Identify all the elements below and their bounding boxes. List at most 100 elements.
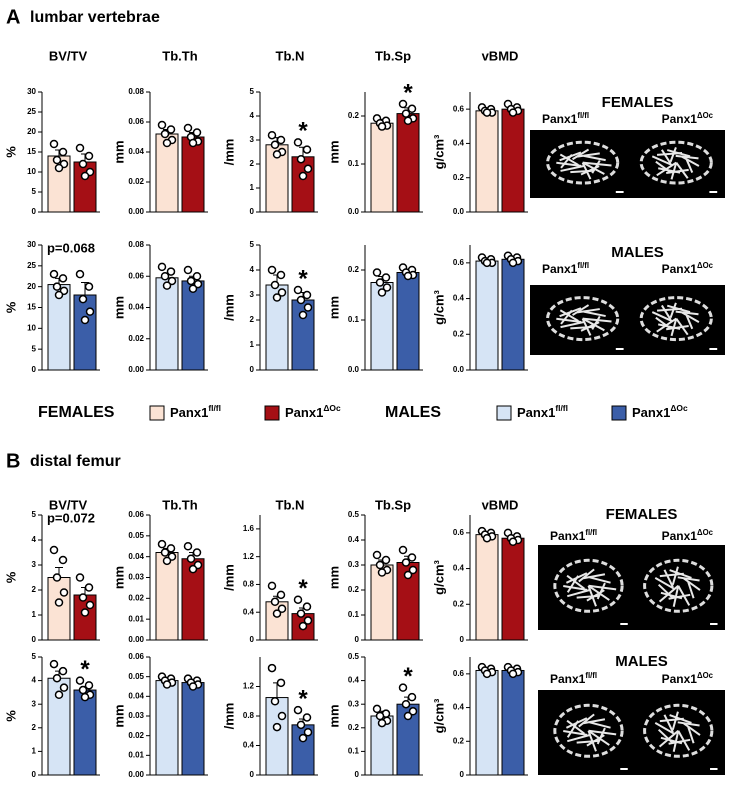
column-title: Tb.Sp xyxy=(375,48,411,63)
image-title: FEMALES xyxy=(602,94,674,111)
y-tick-label: 0.4 xyxy=(453,139,465,148)
y-tick-label: 5 xyxy=(32,187,37,196)
y-tick-label: 3 xyxy=(250,290,255,299)
y-tick-label: 10 xyxy=(27,323,36,332)
y-tick-label: 0.03 xyxy=(128,573,144,582)
label-base: Panx1 xyxy=(662,529,698,543)
data-point xyxy=(401,109,411,118)
data-point xyxy=(272,609,282,618)
y-axis-label: g/cm³ xyxy=(431,134,446,169)
data-point xyxy=(166,267,176,276)
y-tick-label: 0.2 xyxy=(348,585,360,594)
trabecula xyxy=(589,721,611,729)
bone-outline xyxy=(546,140,620,185)
y-tick-label: 0.4 xyxy=(243,741,255,750)
data-point xyxy=(277,604,287,613)
y-tick-label: 0.6 xyxy=(453,669,465,678)
bone-outline xyxy=(643,558,714,613)
data-point xyxy=(183,265,193,275)
bone-outline xyxy=(639,140,713,185)
trabecula xyxy=(654,577,676,590)
data-point xyxy=(84,583,94,592)
bar xyxy=(501,258,525,371)
y-tick-label: 0.01 xyxy=(128,750,144,759)
data-point xyxy=(407,553,417,562)
bar xyxy=(501,537,525,641)
y-tick-label: 0.02 xyxy=(128,731,144,740)
data-point xyxy=(157,120,167,130)
data-point xyxy=(398,99,408,109)
bar xyxy=(155,680,179,776)
trabecula xyxy=(666,168,689,174)
y-tick-label: 0.00 xyxy=(128,635,144,644)
trabecula xyxy=(596,727,606,745)
y-tick-label: 1.6 xyxy=(243,524,255,533)
trabecula xyxy=(596,582,606,600)
bar xyxy=(265,697,289,776)
bar xyxy=(73,689,97,776)
data-point xyxy=(381,555,391,565)
label-sup: ΔOc xyxy=(697,111,714,120)
y-tick-label: 4 xyxy=(32,676,37,685)
y-tick-label: 0.5 xyxy=(348,652,360,661)
y-tick-label: 0.4 xyxy=(243,607,255,616)
data-point xyxy=(303,303,313,312)
y-axis-label: mm xyxy=(111,140,126,163)
data-point xyxy=(80,608,90,617)
data-point xyxy=(267,663,277,673)
y-tick-label: 30 xyxy=(27,87,36,96)
y-tick-label: 1.2 xyxy=(243,682,255,691)
bar xyxy=(475,534,499,641)
legend-group: FEMALES xyxy=(38,404,115,421)
data-point xyxy=(78,294,88,304)
column-title: Tb.Sp xyxy=(375,497,411,512)
image-label: Panx1ΔOc xyxy=(662,671,714,687)
y-tick-label: 1 xyxy=(250,340,255,349)
y-tick-label: 0 xyxy=(355,635,360,644)
data-point xyxy=(49,659,59,669)
trabecula xyxy=(677,576,700,582)
y-axis-label: mm xyxy=(111,566,126,589)
data-point xyxy=(52,282,62,291)
image-title: FEMALES xyxy=(606,506,678,523)
data-point xyxy=(160,548,170,557)
data-point xyxy=(186,554,196,563)
trabecula xyxy=(681,311,700,323)
bar xyxy=(181,136,205,213)
y-tick-label: 0.06 xyxy=(128,271,144,280)
y-tick-label: 0.03 xyxy=(128,711,144,720)
data-point xyxy=(54,690,64,700)
data-point xyxy=(192,548,202,557)
trabecula xyxy=(566,719,585,735)
data-point xyxy=(403,271,413,281)
y-tick-label: 10 xyxy=(27,167,36,176)
y-tick-label: 0.4 xyxy=(348,535,360,544)
data-point xyxy=(276,135,286,145)
y-tick-label: 0.0 xyxy=(453,207,465,216)
y-tick-label: 0.2 xyxy=(453,736,465,745)
data-point xyxy=(49,545,59,555)
column-title: vBMD xyxy=(482,48,519,63)
trabecula xyxy=(668,593,691,600)
y-tick-label: 0.08 xyxy=(128,87,144,96)
data-point xyxy=(162,281,172,290)
label-base: Panx1 xyxy=(662,262,698,276)
data-point xyxy=(58,555,68,565)
trabecula xyxy=(567,733,591,743)
data-point xyxy=(272,722,282,732)
y-tick-label: 0.02 xyxy=(128,593,144,602)
data-point xyxy=(277,711,287,721)
annotation: * xyxy=(403,663,413,690)
trabecula xyxy=(566,574,585,590)
bar xyxy=(501,108,525,213)
bar xyxy=(47,577,71,641)
column-title: BV/TV xyxy=(49,497,88,512)
trabecula xyxy=(567,588,591,598)
data-point xyxy=(408,565,418,575)
annotation: p=0.068 xyxy=(47,240,95,255)
label-base: Panx1 xyxy=(662,112,698,126)
y-tick-label: 4 xyxy=(32,535,37,544)
y-tick-label: 0.00 xyxy=(128,365,144,374)
data-point xyxy=(75,143,85,153)
y-axis-label: mm xyxy=(326,566,341,589)
